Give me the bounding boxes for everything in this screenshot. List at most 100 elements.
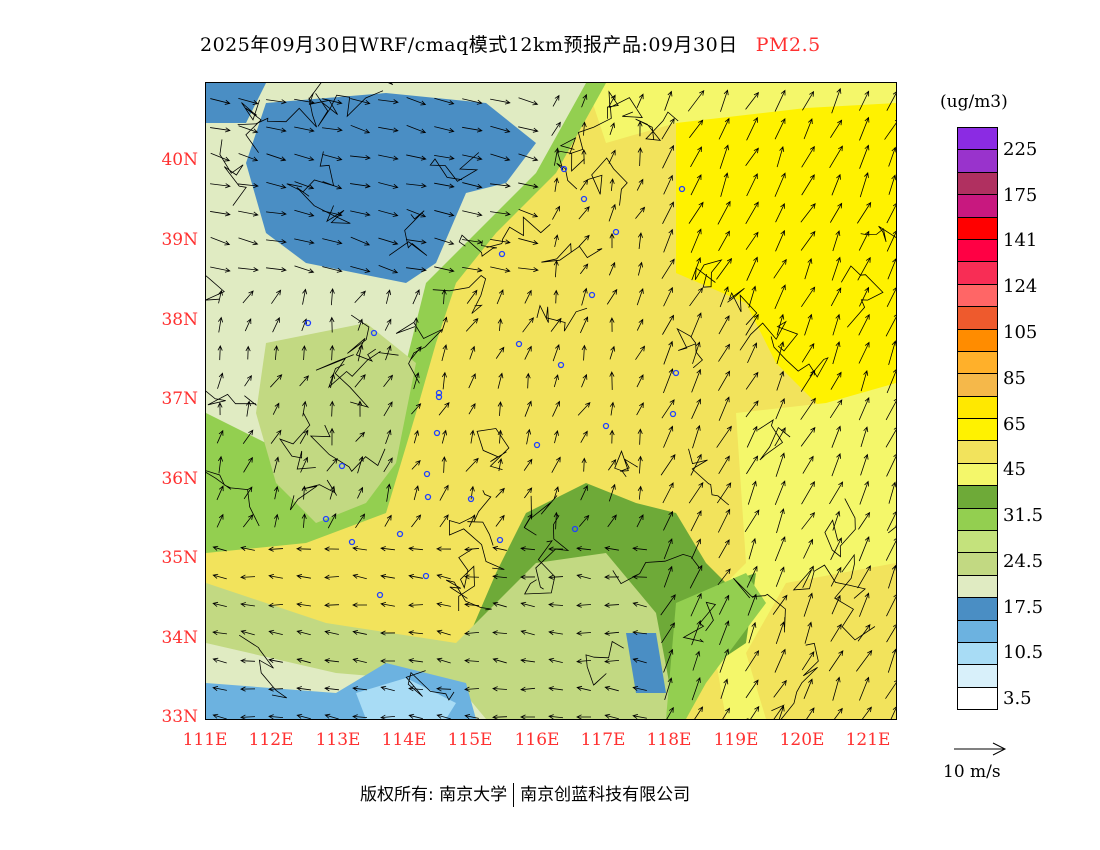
wind-arrow [324, 686, 339, 692]
wind-arrow [468, 514, 476, 528]
wind-arrow [776, 370, 785, 391]
wind-reference-arrow-icon [954, 742, 1007, 756]
wind-arrow [718, 594, 730, 615]
wind-arrow [518, 209, 539, 218]
wind-arrow [576, 546, 591, 552]
wind-arrow [469, 429, 475, 444]
field-blue-north [246, 93, 536, 283]
wind-arrow [690, 146, 702, 168]
wind-arrow [774, 117, 786, 140]
city-marker [435, 389, 443, 397]
wind-arrow [441, 429, 448, 444]
wind-arrow [718, 455, 730, 475]
wind-arrow [406, 183, 427, 189]
wind-arrow [301, 318, 308, 332]
wind-arrow [661, 399, 675, 419]
wind-arrow [830, 371, 842, 390]
wind-arrow [210, 127, 231, 133]
wind-arrow [718, 539, 730, 559]
wind-arrow [273, 345, 279, 360]
wind-arrow [609, 317, 615, 332]
wind-arrow [716, 425, 732, 448]
map-title: 2025年09月30日WRF/cmaq模式12km预报产品:09月30日 PM2.… [200, 30, 821, 57]
wind-arrow [888, 564, 896, 589]
wind-arrow [492, 601, 507, 608]
wind-arrow [635, 345, 646, 360]
wind-arrow [829, 202, 843, 223]
lon-label: 121E [845, 730, 891, 750]
wind-arrow [518, 238, 539, 245]
field-lightblue-southwest [356, 678, 456, 719]
wind-arrow [604, 713, 619, 719]
wind-arrow [408, 686, 424, 692]
wind-arrow [550, 317, 562, 332]
wind-arrow [690, 174, 702, 196]
city-marker [588, 291, 596, 299]
wind-arrow [462, 154, 483, 161]
city-marker [669, 410, 677, 418]
wind-arrow [801, 481, 815, 505]
city-marker [423, 470, 431, 478]
wind-arrow [661, 622, 676, 644]
wind-arrow [718, 315, 730, 335]
wind-arrow [578, 514, 590, 527]
wind-arrow [465, 457, 479, 472]
legend-label: 225 [1003, 138, 1038, 160]
legend-label: 17.5 [1003, 596, 1044, 618]
wind-arrow [294, 265, 315, 274]
wind-arrow [378, 265, 399, 274]
wind-arrow [408, 658, 423, 664]
wind-arrow [324, 629, 339, 635]
wind-arrow [661, 258, 675, 279]
wind-arrow [604, 630, 620, 636]
wind-arrow [296, 657, 311, 664]
legend-color-box [958, 128, 997, 151]
wind-arrow [462, 239, 483, 245]
border-line [536, 304, 588, 332]
legend-color-box [958, 195, 997, 218]
wind-arrow [604, 685, 619, 692]
wind-arrow [553, 177, 559, 192]
wind-arrow [886, 230, 896, 252]
wind-arrow [885, 427, 896, 448]
wind-arrow [885, 680, 896, 699]
wind-arrow [554, 429, 559, 444]
wind-arrow [242, 429, 254, 444]
wind-arrow [860, 453, 869, 476]
wind-arrow [553, 511, 559, 530]
wind-arrow [859, 144, 870, 169]
wind-arrow [492, 714, 508, 719]
wind-arrow [406, 97, 427, 106]
wind-arrow [296, 574, 311, 580]
wind-arrow [352, 657, 367, 664]
border-line [840, 265, 884, 328]
wind-arrow [412, 289, 420, 305]
wind-arrow [663, 538, 673, 560]
wind-arrow [441, 288, 447, 305]
wind-arrow [832, 341, 841, 365]
wind-arrow [745, 650, 760, 672]
border-line [206, 390, 257, 406]
legend-color-box [958, 239, 997, 263]
wind-arrow [745, 371, 759, 390]
legend-color-box [958, 575, 997, 599]
wind-arrow [637, 428, 643, 445]
legend-color-box [958, 441, 997, 464]
wind-arrow [548, 714, 564, 719]
legend-color-box [958, 553, 997, 576]
wind-arrow [462, 182, 483, 189]
wind-arrow [266, 153, 287, 162]
wind-arrow [580, 484, 588, 501]
legend-label: 65 [1003, 413, 1026, 435]
wind-arrow [718, 343, 731, 362]
wind-arrow [242, 290, 254, 304]
city-marker [498, 250, 506, 258]
legend-label: 24.5 [1003, 550, 1044, 572]
wind-arrow [352, 714, 368, 719]
wind-arrow [243, 486, 253, 500]
wind-arrow [636, 93, 644, 108]
wind-arrow [604, 602, 620, 608]
wind-arrow [324, 574, 340, 580]
wind-arrow [266, 126, 287, 133]
wind-arrow [690, 312, 702, 338]
